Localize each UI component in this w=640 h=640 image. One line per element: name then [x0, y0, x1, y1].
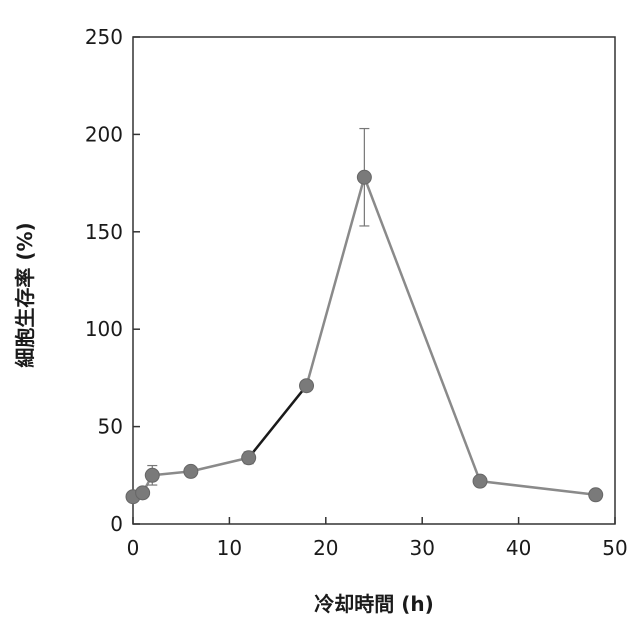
y-tick-label: 250 [85, 25, 123, 49]
data-point [136, 486, 150, 500]
data-point [242, 451, 256, 465]
plot-area-frame [133, 37, 615, 524]
x-tick-label: 40 [506, 536, 531, 560]
x-tick-label: 10 [217, 536, 242, 560]
x-tick-label: 0 [127, 536, 140, 560]
y-tick-label: 150 [85, 220, 123, 244]
y-tick-label: 0 [110, 512, 123, 536]
y-tick-label: 100 [85, 317, 123, 341]
data-point [589, 488, 603, 502]
error-bars [147, 129, 369, 485]
x-tick-label: 30 [409, 536, 434, 560]
x-tick-label: 50 [602, 536, 627, 560]
data-point [184, 464, 198, 478]
data-point [473, 474, 487, 488]
series-line-segment [191, 458, 249, 472]
series-line-segment [364, 177, 480, 481]
y-tick-label: 200 [85, 122, 123, 146]
series-line-segment [307, 177, 365, 385]
x-axis-title: 冷却時間 (h) [314, 592, 433, 616]
y-axis-ticks: 0 50 100 150 200 250 [85, 25, 140, 536]
data-point [357, 170, 371, 184]
x-tick-label: 20 [313, 536, 338, 560]
y-tick-label: 50 [98, 415, 123, 439]
data-point [145, 468, 159, 482]
series-line-segment [249, 386, 307, 458]
data-point [300, 379, 314, 393]
series-line-segment [480, 481, 596, 495]
y-axis-title: 細胞生存率 (%) [13, 222, 37, 367]
